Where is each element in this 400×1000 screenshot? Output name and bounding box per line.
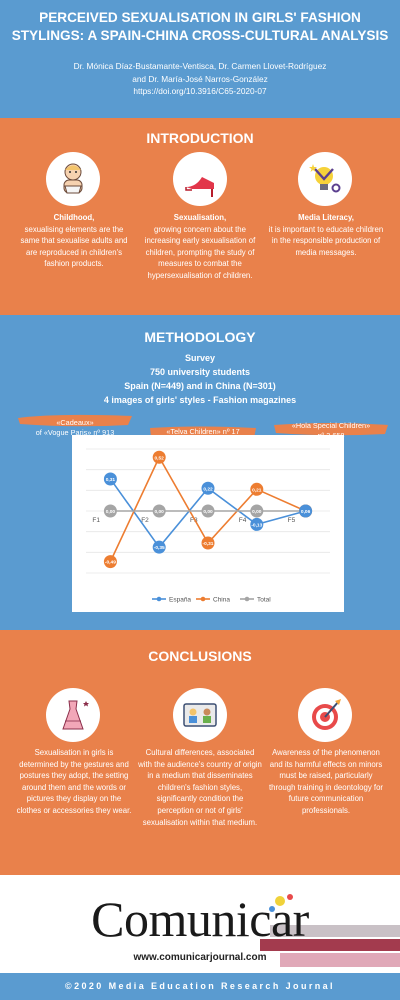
data-label: 0,00 xyxy=(252,509,262,515)
page-title: PERCEIVED SEXUALISATION IN GIRLS' FASHIO… xyxy=(0,9,400,45)
lightbulb-icon xyxy=(298,152,352,206)
childhood-text: sexualising elements are the same that s… xyxy=(20,224,128,269)
brush-stroke-3 xyxy=(274,423,388,436)
data-label: 0,22 xyxy=(203,486,213,492)
doi-link[interactable]: https://doi.org/10.3916/C65-2020-07 xyxy=(133,86,267,96)
target-icon xyxy=(298,688,352,742)
legend-label: China xyxy=(213,596,230,603)
data-label: 0,21 xyxy=(252,487,262,493)
magazine-telva: «Telva Children» nº 17 xyxy=(166,427,240,436)
intro-childhood: Childhood, sexualising elements are the … xyxy=(14,212,134,270)
introduction-heading: INTRODUCTION xyxy=(146,130,254,146)
conclusions-heading: CONCLUSIONS xyxy=(148,648,252,664)
intro-media-literacy: Media Literacy, it is important to educa… xyxy=(266,212,386,258)
methodology-heading: METHODOLOGY xyxy=(144,329,256,345)
high-heel-icon xyxy=(173,152,227,206)
conclusion-cultural: Cultural differences, associated with th… xyxy=(138,748,262,827)
data-point xyxy=(250,482,264,496)
data-point xyxy=(152,504,166,518)
method-students: 750 university students xyxy=(149,367,251,377)
copyright-text: ©2020 Media Education Research Journal xyxy=(65,981,335,991)
baby-icon xyxy=(46,152,100,206)
data-label: 0,06 xyxy=(301,509,311,515)
data-label: -0,49 xyxy=(105,560,116,566)
sexualisation-text: growing concern about the increasing ear… xyxy=(144,224,256,280)
data-label: 0,00 xyxy=(106,509,116,515)
magazine-vogue: «Cadeaux» of «Vogue Paris» nº 913 xyxy=(16,418,134,438)
intro-sexualisation: Sexualisation, growing concern about the… xyxy=(138,212,262,282)
chart-container: F1F2F3F4F50,000,000,000,000,00-0,490,52-… xyxy=(72,435,344,612)
sexualisation-title: Sexualisation, xyxy=(173,213,227,222)
method-images: 4 images of girls' styles - Fashion maga… xyxy=(103,395,297,405)
magazine-vogue-issue: of «Vogue Paris» nº 913 xyxy=(35,428,115,437)
methodology-section: METHODOLOGY Survey 750 university studen… xyxy=(0,315,400,630)
logo-section: Comunicar www.comunicarjournal.com xyxy=(0,875,400,973)
people-screen-icon xyxy=(173,688,227,742)
x-tick-label: F4 xyxy=(239,517,247,524)
data-label: 0,00 xyxy=(203,509,213,515)
data-point xyxy=(201,536,215,550)
conclusion-awareness: Awareness of the phenomenon and its harm… xyxy=(269,748,383,815)
data-label: 0,52 xyxy=(155,455,165,461)
data-point xyxy=(201,481,215,495)
header-section: PERCEIVED SEXUALISATION IN GIRLS' FASHIO… xyxy=(0,0,400,118)
line-chart: F1F2F3F4F50,000,000,000,000,00-0,490,52-… xyxy=(86,448,330,603)
media-literacy-title: Media Literacy, xyxy=(298,213,354,222)
data-label: 0,00 xyxy=(155,509,165,515)
brush-stroke-1 xyxy=(18,414,132,427)
data-point xyxy=(250,517,264,531)
title-line-1: PERCEIVED SEXUALISATION IN GIRLS' FASHIO… xyxy=(39,10,361,25)
comunicar-logo: Comunicar xyxy=(91,891,309,947)
data-label: -0,13 xyxy=(251,522,262,528)
data-point xyxy=(299,504,313,518)
footer-section: ©2020 Media Education Research Journal xyxy=(0,973,400,1000)
introduction-section: INTRODUCTION Childhood, sexualising elem… xyxy=(0,118,400,315)
x-tick-label: F3 xyxy=(190,517,198,524)
data-point xyxy=(201,504,215,518)
dress-icon xyxy=(46,688,100,742)
magazine-vogue-title: «Cadeaux» xyxy=(56,418,94,427)
data-point xyxy=(152,540,166,554)
data-point xyxy=(103,555,117,569)
authors-line-2: and Dr. María-José Narros-González xyxy=(132,73,268,84)
legend-marker xyxy=(244,596,250,602)
legend-marker xyxy=(200,596,206,602)
method-countries: Spain (N=449) and in China (N=301) xyxy=(124,381,276,391)
journal-url[interactable]: www.comunicarjournal.com xyxy=(133,952,267,963)
title-line-2: STYLINGS: A SPAIN-CHINA CROSS-CULTURAL A… xyxy=(11,28,389,43)
media-literacy-text: it is important to educate children in t… xyxy=(268,224,384,257)
data-label: -0,35 xyxy=(154,545,165,551)
x-tick-label: F1 xyxy=(92,517,100,524)
data-point xyxy=(250,504,264,518)
data-point xyxy=(152,450,166,464)
childhood-title: Childhood, xyxy=(53,213,95,222)
legend-marker xyxy=(156,596,162,602)
legend-label: Total xyxy=(257,596,271,603)
magazine-hola-title: «Hola Special Children» xyxy=(291,421,371,430)
x-tick-label: F5 xyxy=(288,517,296,524)
conclusions-section: CONCLUSIONS Sexualisation in girls is de… xyxy=(0,630,400,875)
data-label: -0,31 xyxy=(203,541,214,547)
authors: Dr. Mónica Díaz-Bustamante-Ventisca, Dr.… xyxy=(0,60,400,98)
conclusion-gestures: Sexualisation in girls is determined by … xyxy=(16,748,132,815)
method-survey: Survey xyxy=(184,353,216,363)
data-point xyxy=(103,472,117,486)
data-point xyxy=(103,504,117,518)
data-label: 0,31 xyxy=(106,477,116,483)
authors-line-1: Dr. Mónica Díaz-Bustamante-Ventisca, Dr.… xyxy=(73,61,327,71)
legend-label: España xyxy=(169,596,191,603)
books-decoration xyxy=(260,894,400,967)
x-tick-label: F2 xyxy=(141,517,149,524)
